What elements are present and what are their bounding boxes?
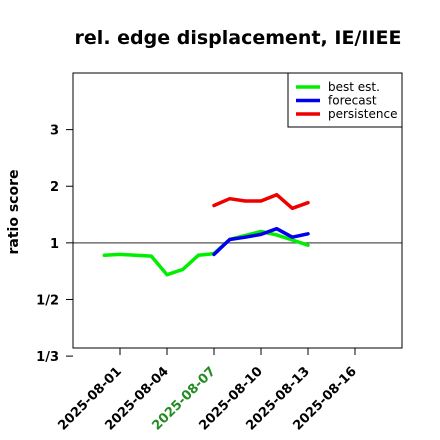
plot-frame xyxy=(72,72,403,349)
legend-label: persistence xyxy=(328,107,397,121)
y-tick-label: 1/3 xyxy=(36,350,59,365)
series-group xyxy=(102,192,310,277)
series-line-best-est xyxy=(102,229,310,277)
series-line-forecast xyxy=(212,226,310,257)
legend-label: forecast xyxy=(328,94,377,108)
y-axis-ticks: 3 2 1 1/2 1/3 xyxy=(36,124,73,365)
y-tick-label: 1/2 xyxy=(36,293,59,308)
series-line-persistence xyxy=(212,192,310,211)
x-axis-ticks: 2025-08-012025-08-042025-08-072025-08-10… xyxy=(55,348,360,434)
legend-label: best est. xyxy=(328,80,380,94)
y-tick-label: 1 xyxy=(50,237,59,252)
y-tick-label: 3 xyxy=(50,124,59,139)
chart-title: rel. edge displacement, IE/IIEE xyxy=(75,27,402,49)
y-axis-label: ratio score xyxy=(6,170,22,255)
y-tick-label: 2 xyxy=(50,180,59,195)
